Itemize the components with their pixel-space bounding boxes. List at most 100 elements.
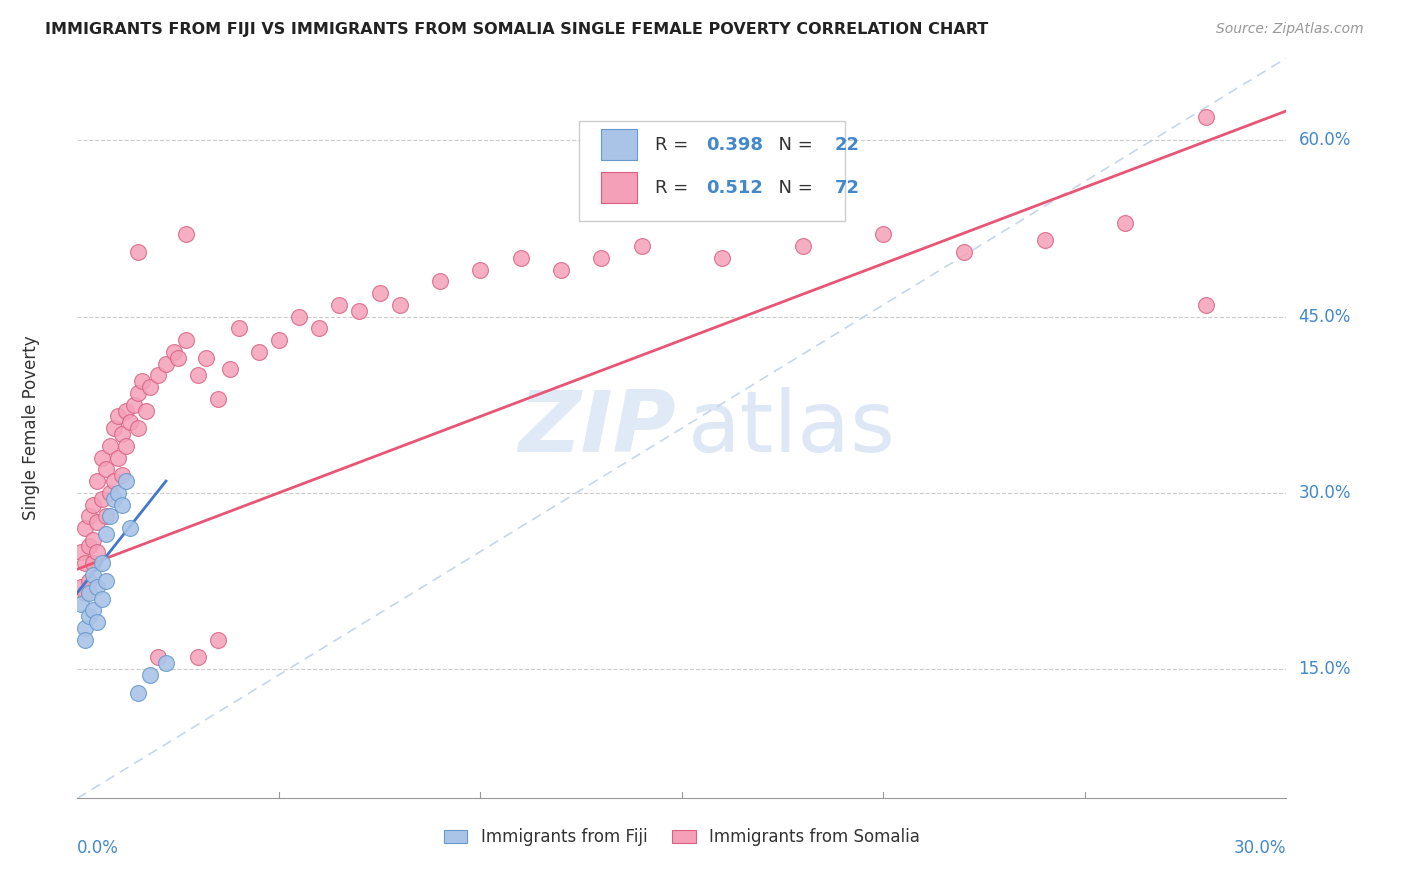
- Point: [792, 239, 814, 253]
- Text: R =: R =: [655, 136, 695, 153]
- Point: [195, 351, 218, 365]
- Point: [98, 485, 121, 500]
- Point: [155, 656, 177, 670]
- Point: [388, 298, 411, 312]
- Point: [98, 439, 121, 453]
- Point: [75, 621, 97, 635]
- Text: atlas: atlas: [688, 386, 896, 470]
- Legend: Immigrants from Fiji, Immigrants from Somalia: Immigrants from Fiji, Immigrants from So…: [437, 822, 927, 853]
- Point: [103, 474, 125, 488]
- Point: [163, 344, 186, 359]
- Text: 45.0%: 45.0%: [1299, 308, 1351, 326]
- Point: [94, 509, 117, 524]
- Point: [127, 244, 149, 259]
- Point: [550, 262, 572, 277]
- Point: [219, 362, 242, 376]
- Point: [127, 385, 149, 400]
- Point: [174, 227, 197, 242]
- Point: [509, 251, 531, 265]
- Point: [111, 498, 134, 512]
- Point: [131, 374, 153, 388]
- Point: [114, 474, 136, 488]
- Text: Source: ZipAtlas.com: Source: ZipAtlas.com: [1216, 22, 1364, 37]
- Text: 30.0%: 30.0%: [1234, 839, 1286, 857]
- Text: N =: N =: [766, 136, 818, 153]
- Text: Single Female Poverty: Single Female Poverty: [22, 336, 41, 520]
- Point: [146, 368, 169, 383]
- Point: [122, 398, 145, 412]
- Text: 0.0%: 0.0%: [77, 839, 120, 857]
- Point: [135, 403, 157, 417]
- Point: [79, 574, 101, 588]
- Point: [79, 585, 101, 599]
- Point: [368, 285, 391, 300]
- Point: [1195, 298, 1218, 312]
- Point: [86, 544, 108, 558]
- Point: [591, 251, 613, 265]
- Point: [75, 521, 97, 535]
- Point: [90, 591, 112, 606]
- Point: [86, 515, 108, 529]
- Text: N =: N =: [766, 178, 818, 196]
- Point: [114, 403, 136, 417]
- Point: [86, 615, 108, 629]
- Point: [70, 544, 93, 558]
- Point: [75, 632, 97, 647]
- Point: [288, 310, 311, 324]
- Point: [94, 574, 117, 588]
- Point: [328, 298, 350, 312]
- Point: [118, 415, 141, 429]
- Point: [349, 303, 371, 318]
- Point: [247, 344, 270, 359]
- Point: [103, 421, 125, 435]
- Point: [79, 539, 101, 553]
- Point: [207, 632, 229, 647]
- Point: [98, 509, 121, 524]
- Point: [228, 321, 250, 335]
- Point: [174, 333, 197, 347]
- Point: [82, 568, 104, 582]
- Point: [187, 650, 209, 665]
- Text: 60.0%: 60.0%: [1299, 131, 1351, 149]
- Point: [1033, 233, 1056, 247]
- Point: [953, 244, 976, 259]
- Text: IMMIGRANTS FROM FIJI VS IMMIGRANTS FROM SOMALIA SINGLE FEMALE POVERTY CORRELATIO: IMMIGRANTS FROM FIJI VS IMMIGRANTS FROM …: [45, 22, 988, 37]
- Point: [70, 580, 93, 594]
- FancyBboxPatch shape: [600, 129, 637, 161]
- Text: 0.398: 0.398: [706, 136, 763, 153]
- Point: [82, 498, 104, 512]
- Text: 15.0%: 15.0%: [1299, 660, 1351, 678]
- Point: [94, 527, 117, 541]
- Point: [167, 351, 190, 365]
- Point: [107, 409, 129, 424]
- Point: [79, 609, 101, 624]
- Point: [139, 668, 162, 682]
- Point: [90, 557, 112, 571]
- Point: [82, 603, 104, 617]
- Point: [75, 585, 97, 599]
- Point: [114, 439, 136, 453]
- Point: [86, 580, 108, 594]
- Text: ZIP: ZIP: [519, 386, 676, 470]
- Point: [630, 239, 652, 253]
- Point: [111, 427, 134, 442]
- Point: [207, 392, 229, 406]
- Point: [139, 380, 162, 394]
- Point: [711, 251, 734, 265]
- Point: [155, 357, 177, 371]
- Point: [146, 650, 169, 665]
- Point: [308, 321, 330, 335]
- Text: 0.512: 0.512: [706, 178, 763, 196]
- Point: [470, 262, 492, 277]
- Point: [82, 557, 104, 571]
- Point: [429, 274, 451, 288]
- Point: [103, 491, 125, 506]
- Point: [75, 557, 97, 571]
- Point: [107, 485, 129, 500]
- Point: [127, 685, 149, 699]
- Text: 72: 72: [834, 178, 859, 196]
- Point: [267, 333, 290, 347]
- FancyBboxPatch shape: [579, 121, 845, 221]
- Point: [90, 491, 112, 506]
- Point: [872, 227, 894, 242]
